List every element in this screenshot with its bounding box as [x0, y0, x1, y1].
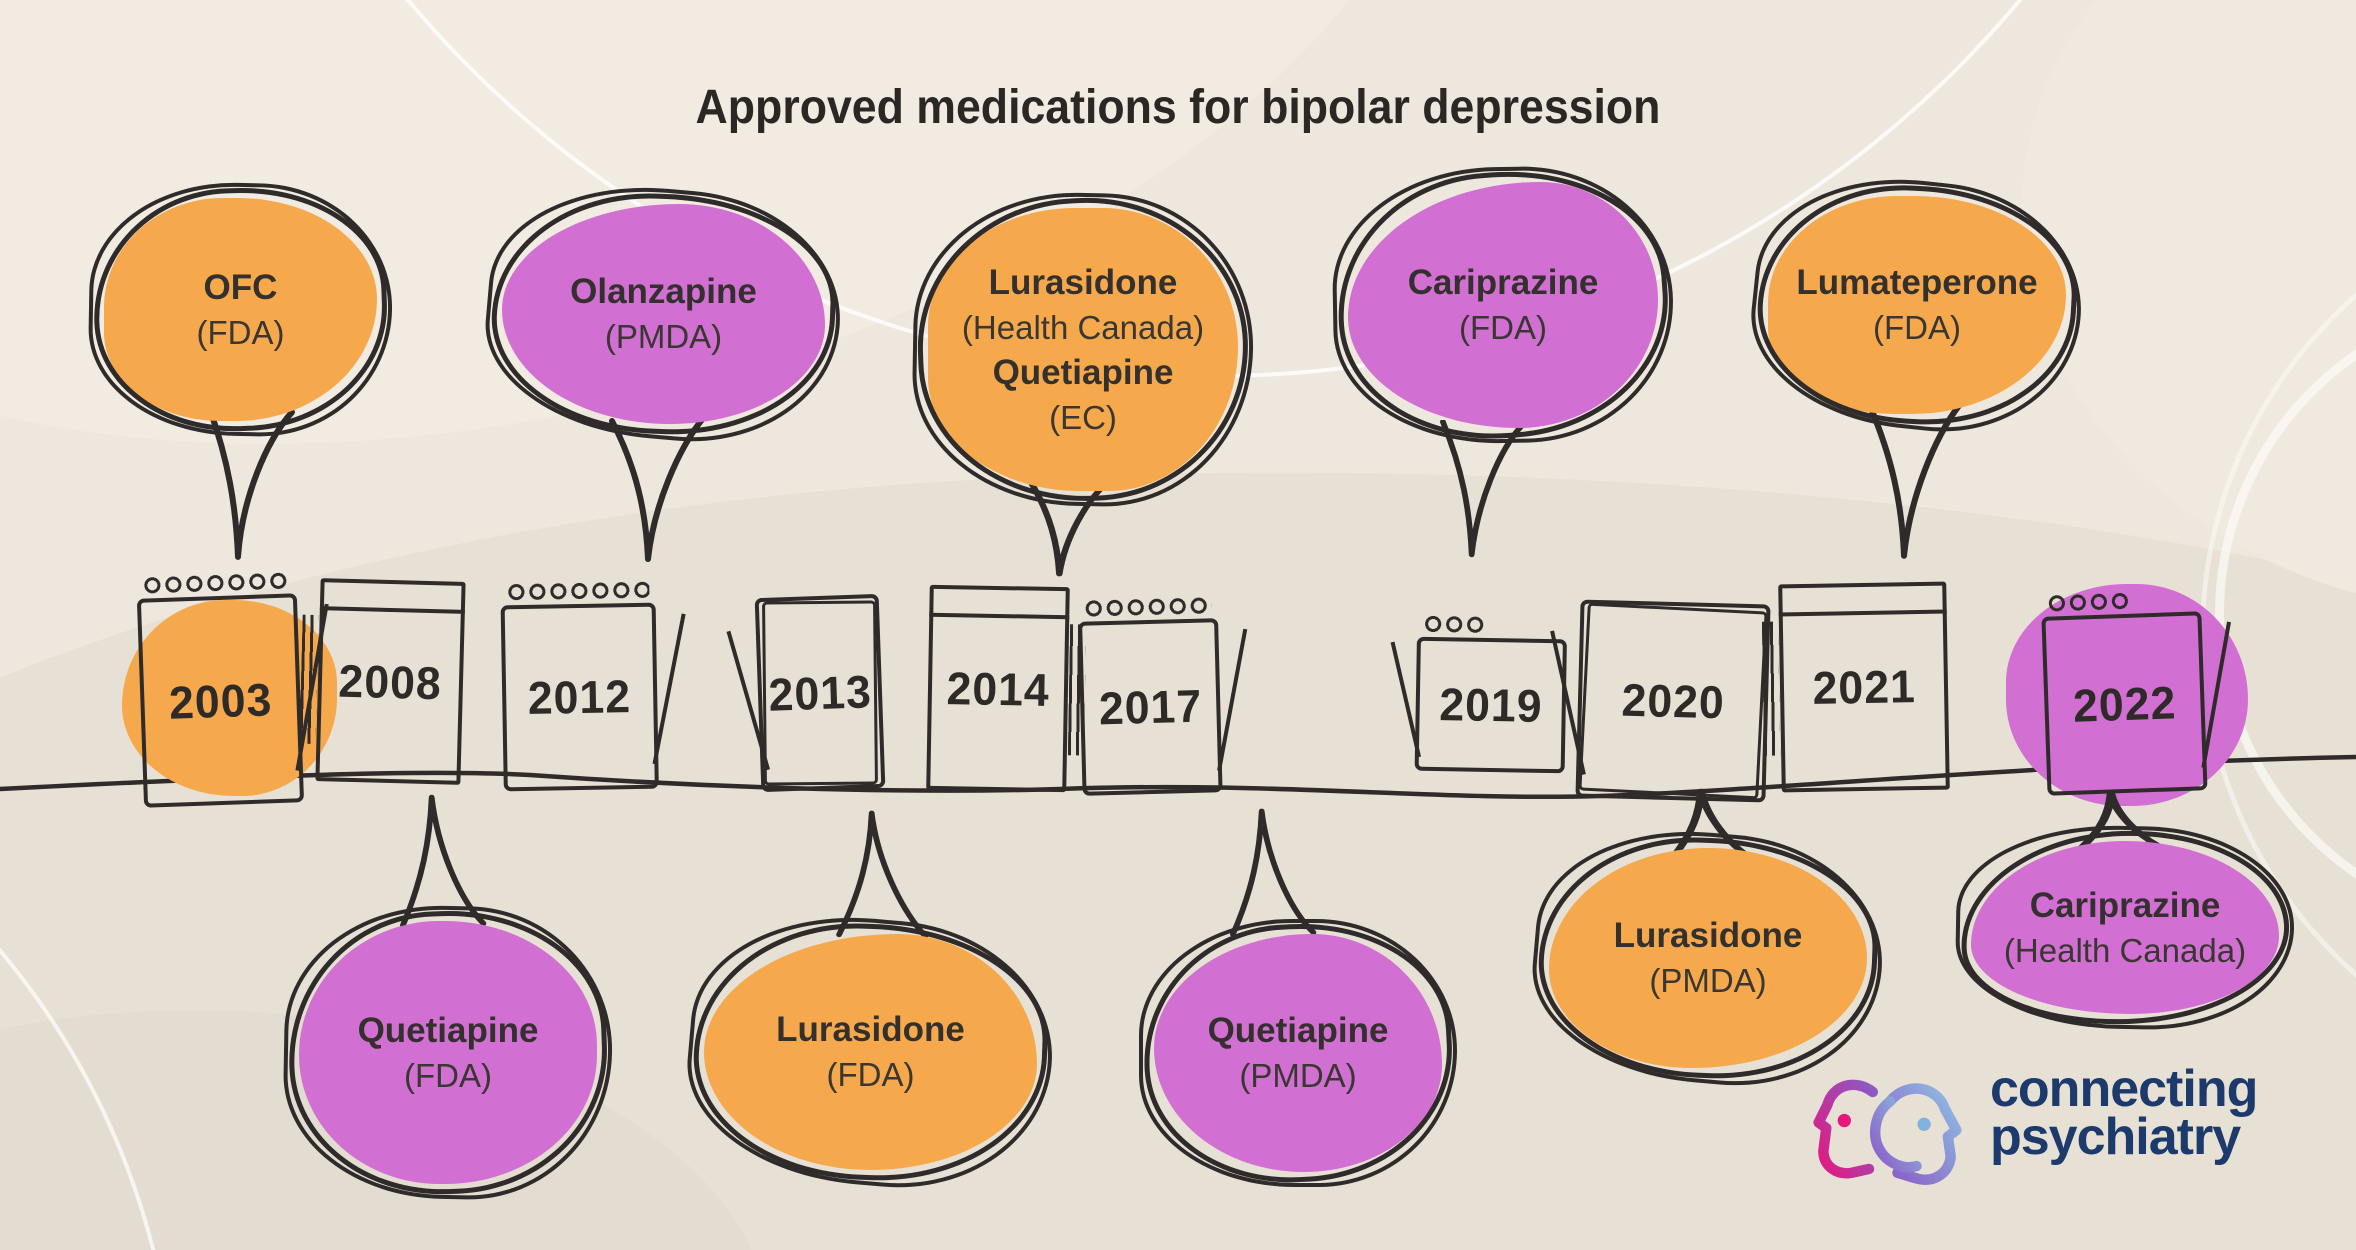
agency-label: (FDA)	[1873, 309, 1961, 347]
bubble-lurasidone-fda-2013: Lurasidone (FDA)	[689, 917, 1052, 1187]
agency-label: (Health Canada)	[961, 308, 1205, 346]
year-label: 2013	[767, 665, 873, 721]
calendar-2003: 2003	[136, 567, 329, 808]
calendar-2014: 2014	[926, 584, 1087, 793]
medication-name: Cariprazine	[1407, 263, 1599, 303]
spiral-binding-icon	[506, 576, 650, 606]
logo-wordmark: connecting psychiatry	[1990, 1060, 2258, 1166]
bubble-quetiapine-pmda-2017: Quetiapine (PMDA)	[1137, 916, 1459, 1190]
medication-name: OFC	[203, 267, 278, 307]
calendar-2022: 2022	[2040, 585, 2231, 796]
medication-name: Lumateperone	[1796, 263, 2038, 303]
calendar-2020: 2020	[1550, 599, 1771, 803]
medication-name: Cariprazine	[2029, 885, 2221, 925]
medication-name: Lurasidone	[776, 1010, 965, 1050]
bubble-quetiapine-fda-2008: Quetiapine (FDA)	[284, 905, 612, 1200]
year-label: 2021	[1811, 660, 1917, 714]
bubble-lurasidone-pmda-2020: Lurasidone (PMDA)	[1534, 832, 1882, 1084]
calendar-2008: 2008	[299, 578, 466, 785]
spiral-binding-icon	[2046, 587, 2130, 617]
medication-name: Quetiapine	[1207, 1011, 1389, 1051]
bubble-lurasidone-quetiapine-2014: Lurasidone (Health Canada) Quetiapine (E…	[912, 192, 1254, 507]
year-label: 2022	[2072, 675, 2177, 732]
spiral-binding-icon	[1083, 592, 1213, 622]
agency-label: (FDA)	[1459, 309, 1547, 347]
agency-label: (PMDA)	[1649, 962, 1767, 1000]
medication-name: Quetiapine	[357, 1010, 539, 1050]
bubble-cariprazine-health-canada-2022: Cariprazine (Health Canada)	[1957, 825, 2293, 1030]
calendar-2017: 2017	[1077, 592, 1248, 796]
logo-line2: psychiatry	[1990, 1107, 2241, 1166]
agency-label: (Health Canada)	[2003, 931, 2247, 969]
agency-label: (EC)	[1049, 398, 1117, 436]
medication-name: Quetiapine	[992, 352, 1174, 392]
agency-label: (FDA)	[404, 1056, 492, 1094]
year-label: 2019	[1438, 678, 1543, 732]
agency-label: (PMDA)	[1239, 1057, 1357, 1095]
logo-line1: connecting	[1990, 1060, 2258, 1118]
calendar-2013: 2013	[726, 593, 886, 793]
calendar-2021: 2021	[1761, 581, 1950, 793]
page-stack-icon	[1761, 621, 1781, 756]
spiral-binding-icon	[1422, 610, 1485, 638]
agency-label: (FDA)	[826, 1056, 915, 1094]
page-title: Approved medications for bipolar depress…	[695, 81, 1661, 134]
medication-name: Olanzapine	[570, 272, 757, 312]
medication-name: Lurasidone	[988, 262, 1178, 302]
year-label: 2012	[527, 670, 632, 724]
year-label: 2008	[338, 654, 443, 709]
bubble-cariprazine-fda-2019: Cariprazine (FDA)	[1329, 160, 1677, 450]
year-label: 2003	[168, 672, 273, 729]
year-label: 2017	[1098, 679, 1203, 735]
calendar-2019: 2019	[1390, 610, 1568, 774]
calendar-highlight-2022	[2006, 584, 2248, 806]
year-label: 2020	[1620, 673, 1726, 729]
bubble-olanzapine-pmda-2012: Olanzapine (PMDA)	[487, 188, 840, 440]
bubble-ofc-fda-2003: OFC (FDA)	[89, 182, 392, 437]
medication-name: Lurasidone	[1613, 916, 1803, 956]
two-heads-icon	[1813, 1079, 1962, 1185]
year-label: 2014	[945, 661, 1051, 716]
calendar-2012: 2012	[500, 576, 686, 792]
bubble-lumateperone-fda-2021: Lumateperone (FDA)	[1751, 177, 2083, 433]
agency-label: (FDA)	[196, 313, 285, 351]
connecting-psychiatry-logo: connecting psychiatry	[1812, 1052, 2312, 1212]
agency-label: (PMDA)	[604, 318, 723, 356]
bubble-tail-icon	[1208, 806, 1323, 936]
